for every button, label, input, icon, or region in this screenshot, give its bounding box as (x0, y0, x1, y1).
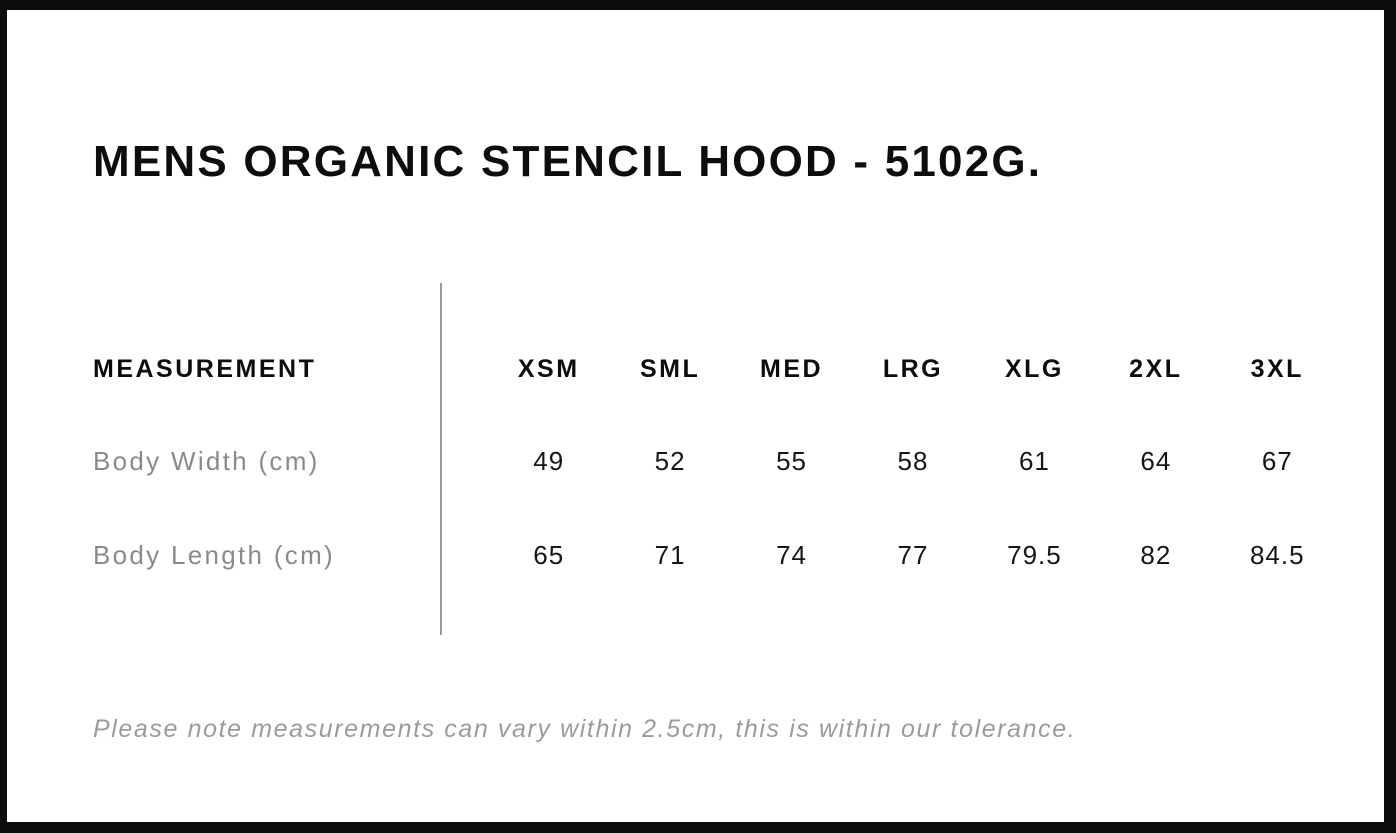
column-header-2xl: 2XL (1129, 354, 1183, 383)
size-table: MEASUREMENT XSM SML MED LRG XLG 2XL 3XL … (93, 323, 1338, 602)
column-header-3xl: 3XL (1250, 354, 1304, 383)
cell-body-length-sml: 71 (654, 539, 686, 570)
row-label-body-width: Body Width (cm) (93, 446, 320, 476)
cell-body-width-2xl: 64 (1140, 446, 1172, 476)
cell-body-width-lrg: 58 (897, 446, 929, 476)
cell-body-length-2xl: 82 (1140, 539, 1172, 570)
column-header-measurement: MEASUREMENT (93, 354, 317, 383)
column-header-lrg: LRG (882, 354, 944, 383)
cell-body-length-xsm: 65 (533, 539, 565, 570)
column-header-xsm: XSM (517, 354, 580, 383)
cell-body-length-xlg: 79.5 (1007, 539, 1062, 570)
column-header-sml: SML (639, 354, 701, 383)
page-title: MENS ORGANIC STENCIL HOOD - 5102G. (93, 137, 1043, 187)
cell-body-length-med: 74 (776, 539, 808, 570)
cell-body-width-med: 55 (776, 446, 808, 476)
row-label-body-length: Body Length (cm) (93, 539, 336, 570)
column-header-xlg: XLG (1004, 354, 1064, 383)
cell-body-width-xsm: 49 (533, 446, 565, 476)
cell-body-length-3xl: 84.5 (1249, 539, 1305, 570)
table-column-divider (440, 283, 442, 635)
cell-body-width-sml: 52 (654, 446, 686, 476)
cell-body-width-xlg: 61 (1018, 446, 1050, 476)
tolerance-note: Please note measurements can vary within… (93, 715, 1077, 743)
cell-body-length-lrg: 77 (897, 539, 929, 570)
cell-body-width-3xl: 67 (1261, 446, 1293, 476)
column-header-med: MED (760, 354, 824, 383)
